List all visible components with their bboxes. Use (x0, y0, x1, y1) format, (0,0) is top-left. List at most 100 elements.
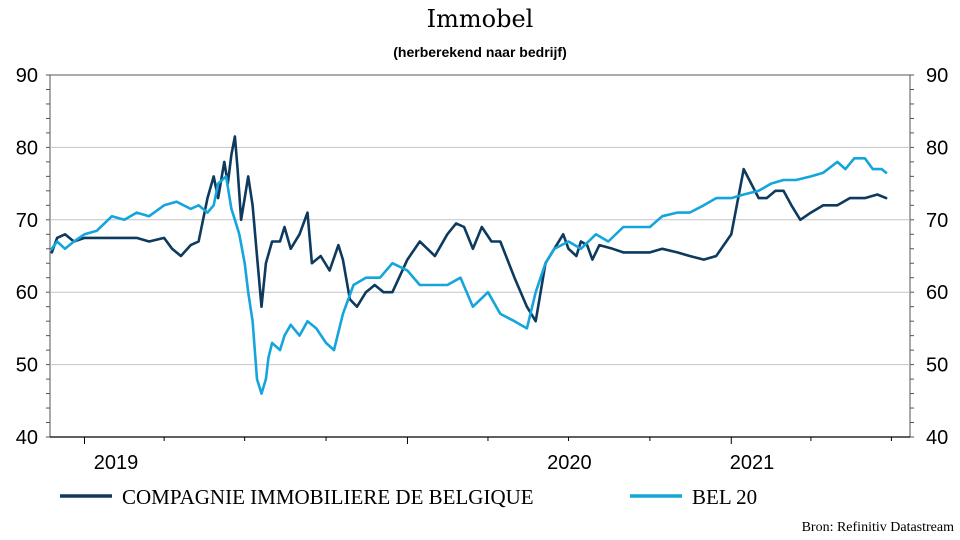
data-point-bel20 (446, 284, 449, 286)
data-point-company (373, 284, 376, 286)
data-point-bel20 (715, 197, 717, 199)
data-point-company (481, 226, 483, 228)
data-point-company (434, 255, 436, 257)
data-point-company (56, 237, 58, 239)
data-point-company (328, 269, 331, 272)
data-point-company (234, 135, 236, 138)
grid (49, 74, 911, 438)
data-point-company (319, 255, 322, 257)
data-point-bel20 (243, 262, 246, 265)
data-point-company (64, 233, 66, 236)
data-point-company (256, 255, 258, 257)
data-point-company (799, 219, 802, 221)
source-note: Bron: Refinitiv Datastream (802, 520, 955, 535)
data-point-company (260, 305, 263, 308)
data-point-bel20 (83, 233, 86, 236)
data-point-company (83, 237, 86, 239)
y-tick-label-left: 50 (16, 355, 38, 377)
data-point-company (526, 305, 528, 308)
data-point-company (135, 237, 138, 239)
data-point-company (472, 248, 474, 250)
data-point-company (311, 262, 313, 265)
data-point-company (240, 219, 242, 221)
data-point-bel20 (96, 229, 98, 232)
y-tick-label-left: 90 (16, 65, 38, 87)
data-point-company (206, 197, 209, 199)
data-point-bel20 (472, 305, 474, 308)
data-point-bel20 (225, 175, 227, 178)
data-point-company (715, 255, 717, 257)
y-tick-label-right: 50 (926, 355, 948, 377)
data-point-company (265, 262, 267, 265)
legend-label-bel20: BEL 20 (692, 485, 757, 509)
data-point-bel20 (352, 284, 355, 286)
data-point-company (342, 258, 344, 261)
data-point-company (419, 240, 421, 243)
data-point-company (703, 258, 705, 261)
data-point-company (742, 168, 745, 170)
data-point-company (365, 291, 367, 294)
data-point-company (790, 204, 793, 207)
data-point-bel20 (163, 204, 165, 207)
data-point-company (283, 226, 286, 228)
data-point-company (289, 248, 292, 250)
data-point-bel20 (64, 248, 66, 250)
data-point-company (163, 237, 165, 239)
data-point-bel20 (810, 175, 812, 178)
data-point-company (622, 251, 625, 254)
data-point-bel20 (365, 276, 367, 279)
data-point-bel20 (260, 392, 263, 395)
chart-subtitle: (herberekend naar bedrijf) (393, 44, 567, 60)
data-point-company (356, 305, 358, 308)
data-point-company (810, 211, 812, 214)
data-point-bel20 (853, 157, 856, 160)
data-point-bel20 (782, 179, 785, 181)
data-point-bel20 (212, 204, 215, 207)
data-point-company (634, 251, 637, 254)
data-point-bel20 (315, 327, 318, 330)
legend: COMPAGNIE IMMOBILIERE DE BELGIQUE BEL 20 (60, 485, 757, 509)
data-point-company (243, 197, 246, 199)
data-point-bel20 (56, 240, 58, 243)
data-point-bel20 (279, 349, 281, 351)
data-point-bel20 (197, 204, 200, 207)
data-point-bel20 (649, 226, 651, 228)
data-point-bel20 (251, 320, 254, 323)
data-point-bel20 (742, 193, 745, 196)
data-point-bel20 (234, 219, 236, 221)
data-point-bel20 (342, 313, 344, 315)
data-point-bel20 (73, 240, 75, 243)
y-axis-left: 40 50 60 70 80 90 (16, 65, 50, 449)
data-point-company (661, 248, 664, 250)
data-point-bel20 (703, 204, 705, 207)
x-tick-label: 2021 (730, 452, 775, 474)
data-point-company (111, 237, 113, 239)
data-point-company (876, 193, 879, 196)
data-point-company (822, 204, 825, 207)
data-point-bel20 (795, 179, 797, 181)
data-point-company (774, 190, 777, 192)
data-point-company (51, 251, 53, 254)
data-point-bel20 (325, 342, 327, 344)
data-point-company (649, 251, 651, 254)
data-point-bel20 (822, 171, 825, 174)
data-point-company (534, 320, 537, 323)
data-point-bel20 (661, 215, 664, 217)
data-point-bel20 (379, 276, 381, 279)
data-point-company (455, 222, 457, 225)
data-point-bel20 (434, 284, 436, 286)
data-point-company (591, 258, 594, 261)
data-point-bel20 (459, 276, 462, 279)
data-point-bel20 (634, 226, 637, 228)
y-tick-label-right: 90 (926, 65, 948, 87)
x-axis: 2019 2020 2021 (84, 437, 892, 474)
data-point-bel20 (148, 215, 150, 217)
data-point-bel20 (189, 208, 192, 210)
data-point-company (688, 255, 691, 257)
data-point-bel20 (271, 342, 273, 344)
data-point-company (499, 240, 502, 243)
data-point-company (189, 244, 192, 246)
data-point-bel20 (872, 168, 874, 170)
data-point-bel20 (757, 190, 760, 192)
